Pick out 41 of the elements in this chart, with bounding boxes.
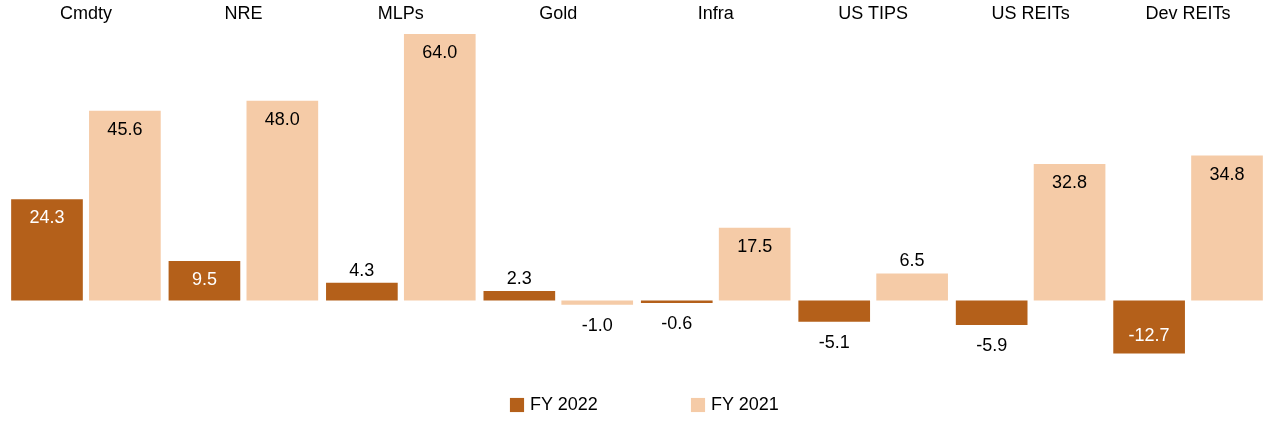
bar — [1113, 300, 1185, 354]
data-label: 48.0 — [264, 108, 300, 129]
data-label: 9.5 — [191, 268, 217, 289]
data-label: -1.0 — [581, 314, 613, 335]
bar — [1191, 155, 1263, 301]
bar — [246, 100, 319, 301]
data-label: -5.9 — [976, 335, 1008, 356]
bar — [1033, 163, 1106, 301]
bar — [168, 260, 241, 301]
bar — [403, 34, 476, 301]
legend-label: FY 2022 — [530, 394, 598, 414]
data-label: 6.5 — [899, 250, 925, 271]
legend-label: FY 2021 — [711, 394, 779, 414]
x-tick-label: Gold — [539, 2, 578, 23]
data-label: 4.3 — [349, 259, 375, 280]
data-label: 17.5 — [737, 235, 773, 256]
bar — [326, 282, 398, 301]
data-label: 45.6 — [107, 118, 143, 139]
data-label: -12.7 — [1128, 325, 1170, 346]
bar — [718, 227, 791, 301]
bar — [89, 110, 161, 301]
data-label: 32.8 — [1052, 171, 1088, 192]
data-label: 34.8 — [1209, 163, 1245, 184]
x-tick-label: Cmdty — [59, 2, 112, 23]
data-label: 2.3 — [506, 267, 532, 288]
data-label: -5.1 — [818, 331, 850, 352]
x-tick-label: MLPs — [377, 2, 424, 23]
x-tick-label: Dev REITs — [1145, 2, 1231, 23]
x-tick-label: US TIPS — [838, 2, 909, 23]
data-label: 24.3 — [29, 207, 65, 228]
x-tick-label: NRE — [224, 2, 263, 23]
x-tick-label: Infra — [697, 2, 735, 23]
data-label: -0.6 — [661, 313, 693, 334]
x-tick-label: US REITs — [991, 2, 1070, 23]
bar — [11, 199, 83, 301]
bar — [798, 300, 871, 322]
bar — [561, 300, 634, 305]
bar — [483, 290, 556, 301]
bar — [876, 273, 948, 301]
bar — [955, 300, 1028, 326]
data-label: 64.0 — [422, 42, 458, 62]
